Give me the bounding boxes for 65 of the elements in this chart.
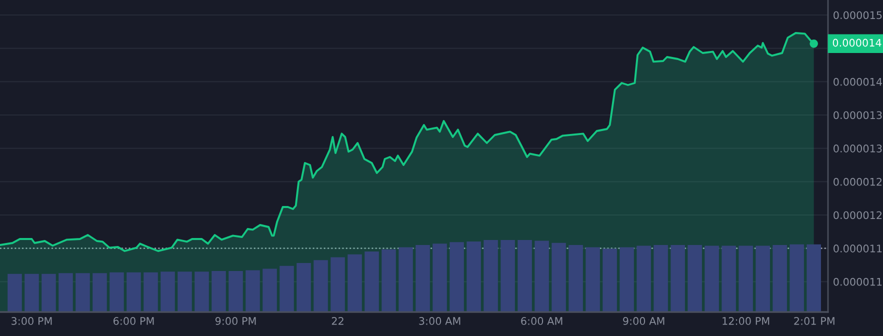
x-tick-label: 6:00 PM bbox=[113, 317, 154, 325]
bar bbox=[126, 272, 141, 312]
bar bbox=[772, 245, 787, 312]
bar bbox=[160, 272, 175, 312]
bar bbox=[314, 260, 328, 312]
bar bbox=[518, 240, 532, 312]
bar bbox=[24, 274, 39, 312]
y-tick-label: 0.000013 bbox=[834, 111, 882, 120]
y-tick-label: 0.000015 bbox=[834, 11, 882, 20]
bar bbox=[212, 270, 226, 312]
bar bbox=[246, 270, 260, 312]
x-tick-label: 9:00 PM bbox=[215, 317, 256, 325]
bar bbox=[790, 244, 804, 312]
bar bbox=[228, 270, 243, 312]
bar bbox=[704, 246, 719, 312]
bar bbox=[484, 240, 498, 312]
bar bbox=[500, 240, 515, 312]
bar bbox=[178, 272, 192, 312]
bar bbox=[364, 252, 379, 312]
bar bbox=[348, 254, 362, 312]
bar bbox=[654, 245, 668, 312]
x-tick-label: 3:00 AM bbox=[419, 317, 460, 325]
bar bbox=[688, 245, 702, 312]
bar bbox=[586, 247, 600, 312]
y-tick-label: 0.000013 bbox=[834, 144, 882, 152]
bar bbox=[756, 246, 770, 312]
bar bbox=[620, 247, 634, 312]
bar bbox=[110, 272, 124, 312]
y-tick-label: 0.000014 bbox=[834, 78, 882, 86]
bar bbox=[92, 273, 107, 312]
bar bbox=[738, 246, 753, 312]
bar bbox=[722, 246, 736, 312]
bar bbox=[296, 263, 311, 312]
bar bbox=[416, 245, 430, 312]
bar bbox=[568, 245, 583, 312]
bar bbox=[58, 273, 73, 312]
bar bbox=[144, 272, 158, 312]
bar bbox=[534, 240, 549, 312]
y-tick-label: 0.000011 bbox=[834, 278, 882, 286]
bar bbox=[280, 266, 294, 312]
x-tick-label: 2:01 PM bbox=[794, 317, 834, 325]
bar bbox=[398, 247, 413, 312]
x-tick-label: 12:00 PM bbox=[722, 317, 770, 325]
bar bbox=[262, 268, 277, 312]
y-tick-label: 0.000012 bbox=[834, 211, 882, 220]
bar bbox=[42, 274, 56, 312]
y-tick-label: 0.000012 bbox=[834, 178, 882, 186]
bar bbox=[382, 249, 396, 312]
bar bbox=[194, 272, 209, 312]
bar bbox=[8, 274, 22, 312]
bar bbox=[432, 244, 447, 312]
bar bbox=[636, 246, 651, 312]
bar bbox=[602, 248, 617, 312]
bar bbox=[330, 257, 345, 312]
bar bbox=[466, 241, 481, 312]
x-tick-label: 22 bbox=[332, 317, 344, 325]
x-tick-label: 9:00 AM bbox=[623, 317, 664, 325]
x-tick-label: 3:00 PM bbox=[12, 317, 52, 325]
bar bbox=[450, 242, 464, 312]
x-tick-label: 6:00 AM bbox=[521, 317, 562, 325]
bar bbox=[670, 245, 685, 312]
y-tick-label: 0.000011 bbox=[834, 244, 882, 252]
bar bbox=[806, 244, 821, 312]
bar bbox=[552, 242, 566, 312]
bar bbox=[76, 273, 90, 312]
